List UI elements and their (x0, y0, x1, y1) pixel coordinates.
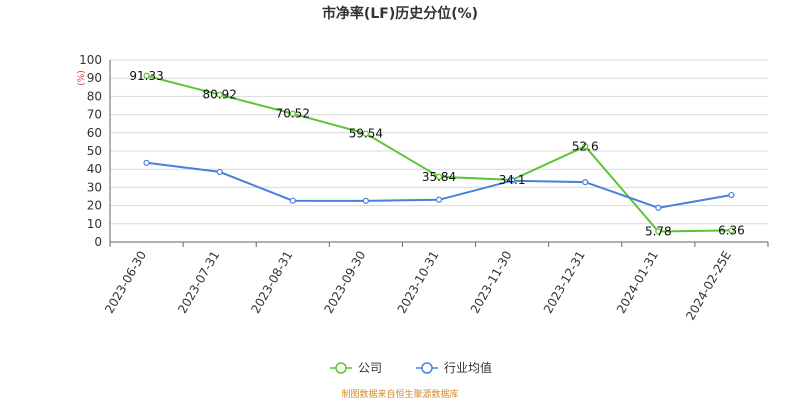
y-tick-label: 100 (79, 53, 102, 67)
data-point (655, 204, 662, 211)
data-point (582, 143, 589, 150)
data-point (143, 159, 150, 166)
data-point (216, 91, 223, 98)
legend-item[interactable]: 公司 (330, 361, 382, 375)
y-tick-label: 40 (87, 162, 102, 176)
data-point (728, 191, 735, 199)
legend: 公司 行业均值 (330, 360, 492, 375)
data-label: 35.84 (422, 170, 456, 184)
data-point (143, 72, 150, 79)
data-labels: 91.33 80.92 70.52 59.54 35.84 34.1 52.6 5.78 6.3… (129, 69, 744, 239)
legend-label: 公司 (358, 361, 382, 375)
y-tick-label: 30 (87, 180, 102, 194)
y-tick-label: 10 (87, 217, 102, 231)
data-point (216, 168, 223, 176)
x-tick-label: 2023-11-30 (468, 249, 515, 316)
x-tick-label: 2024-01-31 (614, 249, 661, 316)
y-tick-label: 80 (87, 89, 102, 103)
data-label: 5.78 (645, 224, 672, 238)
legend-marker (421, 362, 433, 374)
data-label: 34.1 (499, 173, 526, 187)
data-point (289, 110, 296, 117)
x-tick-label: 2023-07-31 (175, 249, 222, 316)
y-tick-label: 50 (87, 144, 102, 158)
x-tick-label: 2023-12-31 (541, 249, 588, 316)
data-label: 70.52 (276, 107, 310, 121)
data-label: 6.36 (718, 223, 745, 237)
legend-marker (335, 362, 347, 374)
data-point (509, 177, 516, 184)
data-label: 59.54 (349, 127, 383, 141)
series-group (143, 72, 735, 235)
legend-label: 行业均值 (444, 360, 492, 375)
x-tick-label: 2024-02-25E (683, 249, 734, 323)
y-unit-label: (%) (77, 70, 87, 86)
y-tick-label: 20 (87, 199, 102, 213)
y-tick-label: 70 (87, 108, 102, 122)
data-point (582, 179, 589, 186)
x-tick-label: 2023-06-30 (102, 249, 149, 316)
y-tick-label: 60 (87, 126, 102, 140)
x-tick-label: 2023-10-31 (395, 249, 442, 316)
data-point (362, 130, 369, 137)
data-label: 52.6 (572, 139, 599, 153)
data-point (435, 173, 443, 180)
data-point (435, 196, 443, 203)
data-label: 91.33 (129, 69, 163, 83)
data-point (655, 228, 662, 235)
grid (110, 59, 768, 243)
chart-title: 市净率(LF)历史分位(%) (322, 5, 478, 22)
source-note: 制图数据来自恒生聚源数据库 (341, 388, 458, 400)
legend-item[interactable]: 行业均值 (416, 360, 492, 375)
y-tick-label: 90 (87, 71, 102, 85)
x-tick-label: 2023-08-31 (248, 249, 295, 316)
data-point (362, 197, 369, 204)
data-point (728, 227, 735, 234)
data-label: 80.92 (202, 88, 236, 102)
data-point (289, 197, 296, 204)
y-tick-label: 0 (94, 235, 102, 249)
x-tick-label: 2023-09-30 (321, 249, 368, 316)
